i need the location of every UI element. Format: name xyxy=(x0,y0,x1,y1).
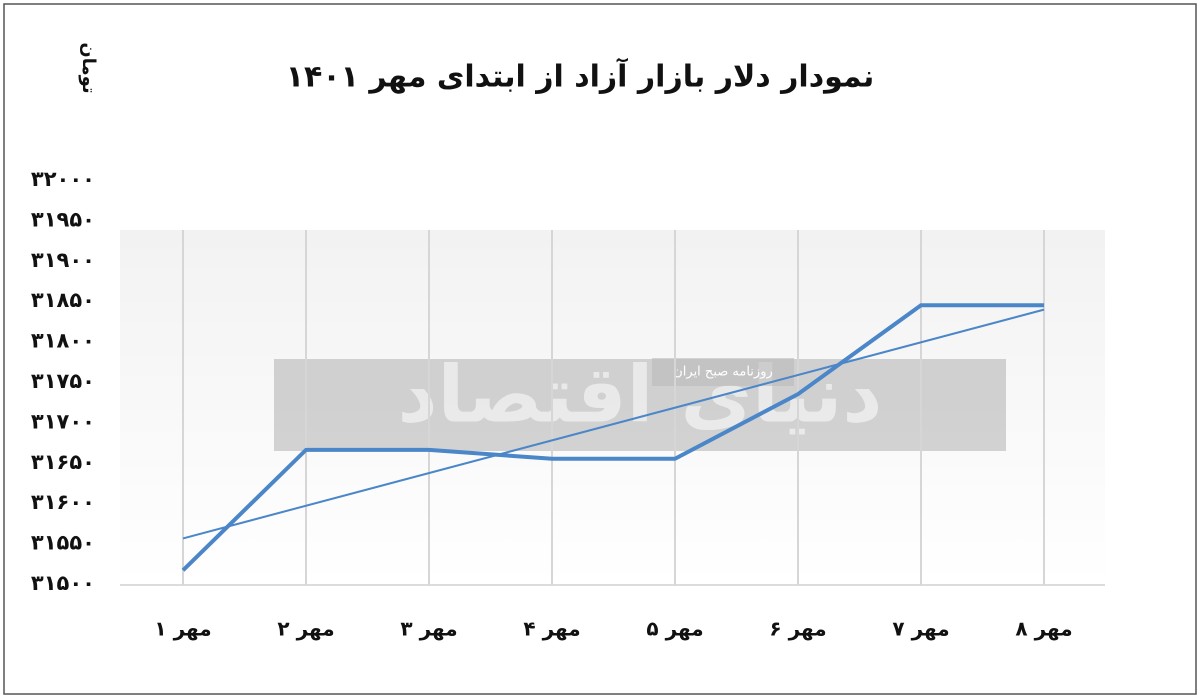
y-tick-label: ۳۱۷۵۰ xyxy=(31,369,95,393)
watermark-tagline: روزنامه صبح ایران xyxy=(673,365,773,380)
y-tick-label: ۳۱۷۰۰ xyxy=(31,409,95,433)
frame xyxy=(3,3,1197,695)
x-tick-label: مهر ۷ xyxy=(892,617,949,641)
plot-area xyxy=(120,230,1105,585)
y-tick-label: ۳۱۶۵۰ xyxy=(31,450,95,474)
x-tick-label: مهر ۳ xyxy=(400,617,457,641)
watermark-brand: دنیای اقتصاد xyxy=(398,350,883,440)
y-tick-label: ۳۱۵۰۰ xyxy=(31,571,95,595)
y-tick-label: ۳۱۸۰۰ xyxy=(31,329,95,353)
x-tick-label: مهر ۵ xyxy=(646,617,703,641)
y-tick-label: ۳۱۸۵۰ xyxy=(31,288,95,312)
watermark-band xyxy=(274,359,1006,451)
x-tick-label: مهر ۲ xyxy=(277,617,334,641)
x-tick-label: مهر ۴ xyxy=(523,617,580,641)
y-tick-label: ۳۱۵۵۰ xyxy=(31,531,95,555)
x-tick-label: مهر ۱ xyxy=(154,617,211,641)
y-tick-label: ۳۱۶۰۰ xyxy=(31,490,95,514)
y-axis-label: تومان xyxy=(78,42,99,93)
chart-title: نمودار دلار بازار آزاد از ابتدای مهر ۱۴۰… xyxy=(286,58,875,95)
trendline xyxy=(182,308,1045,540)
data-line xyxy=(181,303,1044,572)
x-tick-label: مهر ۶ xyxy=(769,617,826,641)
y-tick-label: ۳۱۹۵۰ xyxy=(31,207,95,231)
y-tick-label: ۳۲۰۰۰ xyxy=(31,167,95,191)
x-tick-label: مهر ۸ xyxy=(1015,617,1072,641)
y-tick-label: ۳۱۹۰۰ xyxy=(31,248,95,272)
